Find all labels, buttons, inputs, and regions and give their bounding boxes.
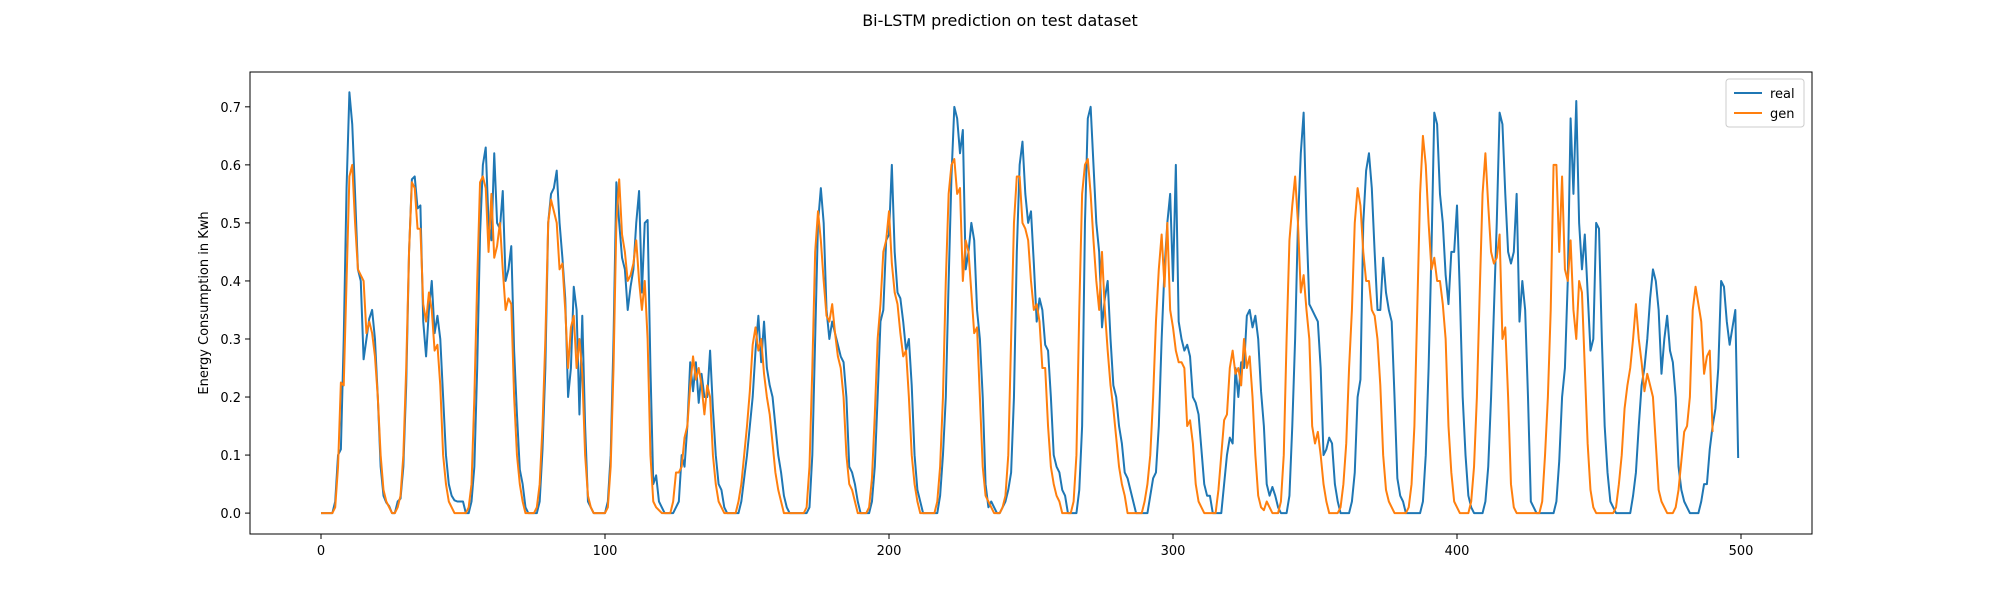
y-tick-label: 0.7 (220, 101, 241, 116)
x-tick-label: 100 (593, 544, 618, 559)
legend-label-real: real (1770, 87, 1795, 102)
y-tick-label: 0.0 (220, 507, 241, 522)
y-tick-label: 0.6 (220, 159, 241, 174)
x-tick-label: 0 (317, 544, 325, 559)
y-tick-label: 0.2 (220, 391, 241, 406)
plot-frame (249, 71, 1813, 535)
legend-box (1725, 78, 1805, 128)
x-tick-label: 300 (1161, 544, 1186, 559)
y-tick-label: 0.5 (220, 217, 241, 232)
x-tick-label: 200 (877, 544, 902, 559)
x-tick-label: 400 (1445, 544, 1470, 559)
y-tick-label: 0.1 (220, 449, 241, 464)
legend: real gen (1725, 78, 1805, 128)
x-axis: 0 100 200 300 400 500 (317, 534, 1754, 559)
series-line-gen (321, 134, 1714, 515)
y-axis: 0.0 0.1 0.2 0.3 0.4 0.5 0.6 0.7 (220, 101, 250, 522)
legend-label-gen: gen (1770, 107, 1795, 122)
x-tick-label: 500 (1729, 544, 1754, 559)
series-layer (321, 91, 1740, 515)
chart-title: Bi-LSTM prediction on test dataset (862, 11, 1138, 30)
series-line-real (321, 91, 1740, 515)
y-tick-label: 0.4 (220, 275, 241, 290)
y-axis-label: Energy Consumption in Kwh (197, 211, 212, 394)
y-tick-label: 0.3 (220, 333, 241, 348)
